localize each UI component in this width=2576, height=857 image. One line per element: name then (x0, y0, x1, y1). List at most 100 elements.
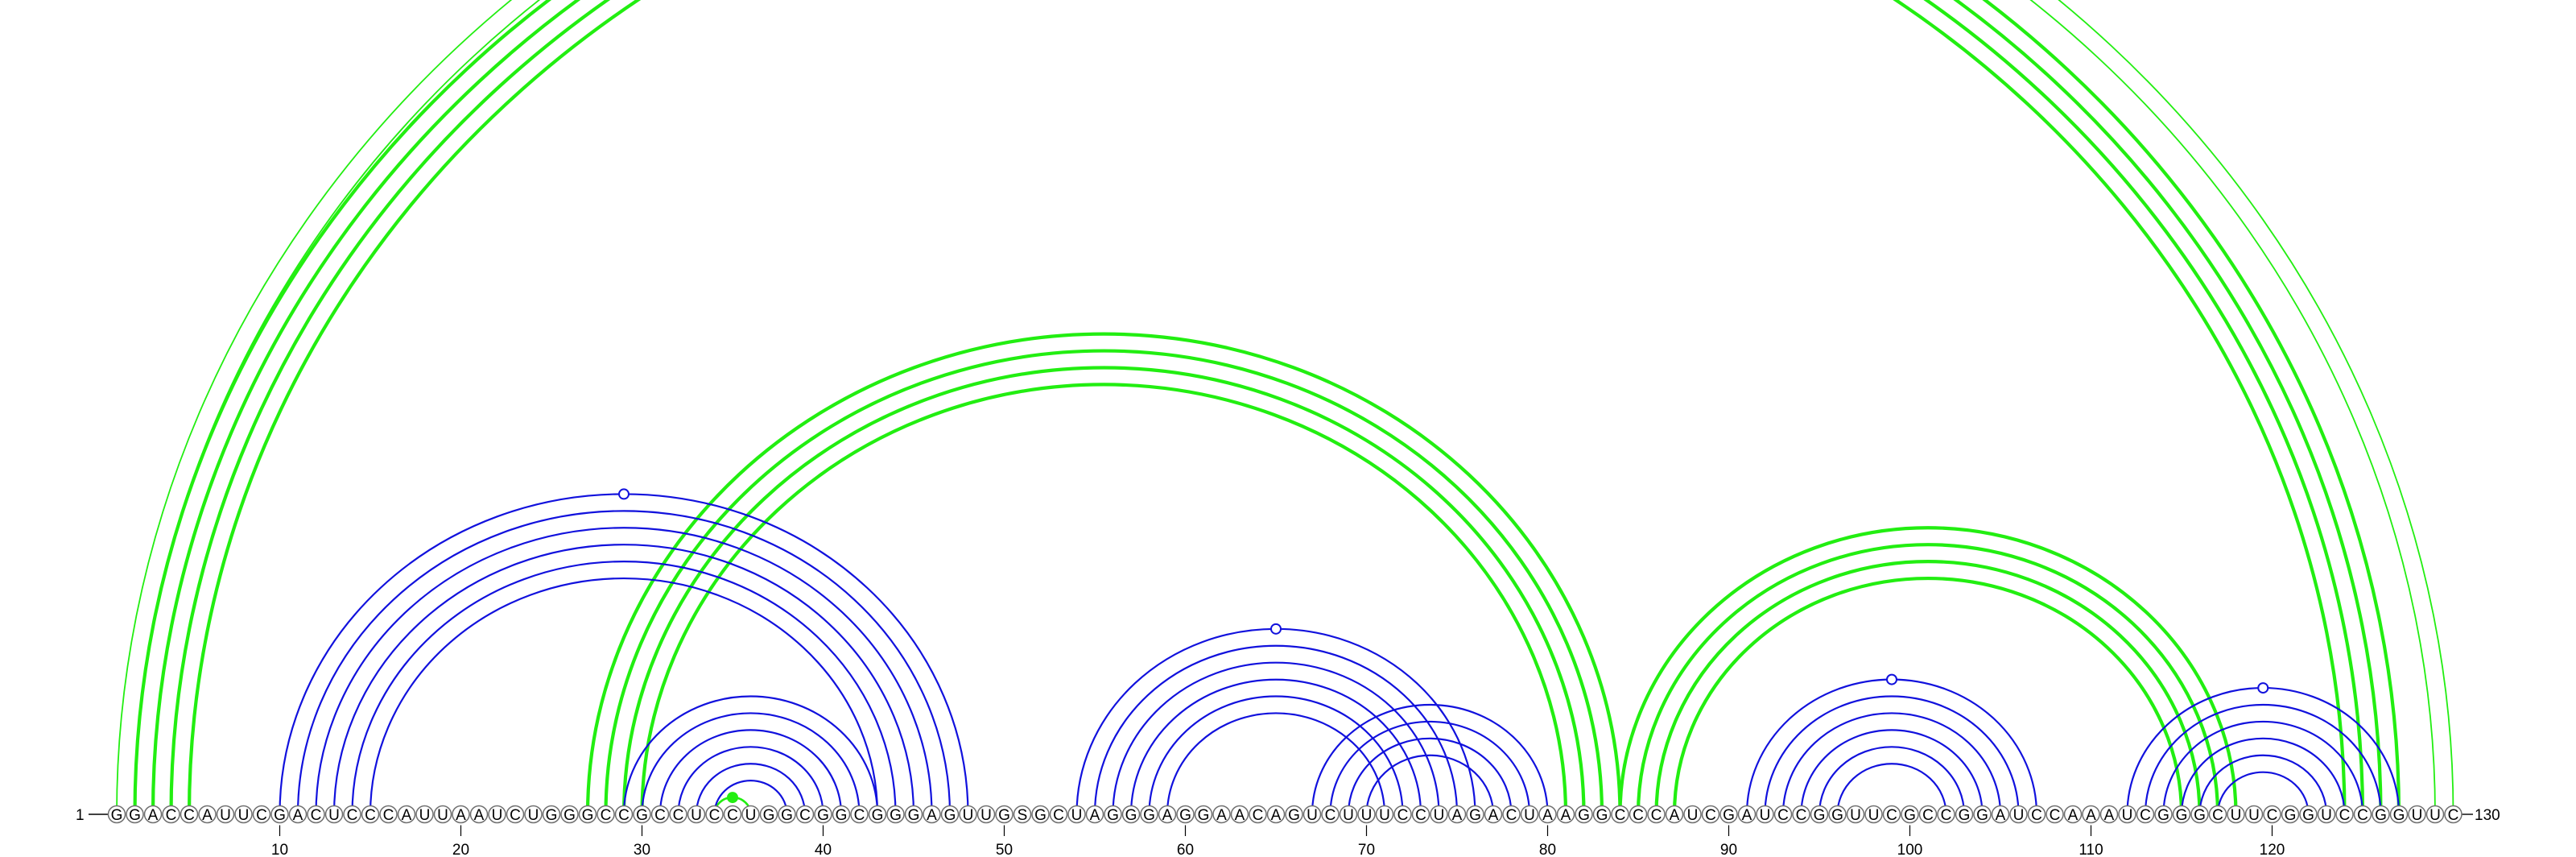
nucleotide-letter: C (256, 807, 267, 824)
nucleotide: G (633, 805, 651, 824)
nucleotide: G (2154, 805, 2173, 824)
axis-tick-label: 110 (2079, 842, 2103, 857)
nucleotide-circle (1212, 805, 1231, 824)
nucleotide: U (2009, 805, 2028, 824)
nucleotide-circle (723, 805, 742, 824)
nucleotide-circle (814, 805, 832, 824)
nucleotide-circle (2009, 805, 2028, 824)
nucleotide-circle (1882, 805, 1901, 824)
arc-marker-filled (727, 792, 738, 804)
nucleotide: U (687, 805, 706, 824)
nucleotide-circle (1556, 805, 1575, 824)
nucleotide: G (1828, 805, 1847, 824)
nucleotide-circle (669, 805, 687, 824)
base-pair-arc (604, 349, 1604, 815)
nucleotide-circle (1393, 805, 1412, 824)
nucleotide: C (1049, 805, 1068, 824)
nucleotide-circle (1773, 805, 1793, 824)
nucleotide: A (1158, 805, 1177, 824)
nucleotide: G (904, 805, 923, 824)
nucleotide: C (2027, 805, 2046, 824)
nucleotide: U (1683, 805, 1702, 824)
nucleotide-letter: C (1615, 807, 1626, 824)
arc-group-1 (116, 0, 2454, 815)
base-pair-arc (1365, 754, 1495, 815)
nucleotide-circle (2244, 805, 2264, 824)
nucleotide-letter: U (1307, 807, 1318, 824)
nucleotide-letter: C (601, 807, 612, 824)
nucleotide-circle (1031, 805, 1050, 824)
nucleotide-circle (2190, 805, 2209, 824)
nucleotide-circle (1737, 805, 1757, 824)
nucleotide-circle (2046, 805, 2064, 824)
nucleotide: G (1140, 805, 1158, 824)
base-pair-arc (1654, 560, 2202, 815)
nucleotide: G (832, 805, 851, 824)
nucleotide-circle (234, 805, 253, 824)
nucleotide-letter: U (1760, 807, 1771, 824)
nucleotide: A (1230, 805, 1249, 824)
nucleotide-letter: G (763, 807, 775, 824)
nucleotide: G (560, 805, 579, 824)
nucleotide-letter: A (1561, 807, 1571, 824)
nucleotide-circle (976, 805, 996, 824)
nucleotide-letter: U (1434, 807, 1445, 824)
arc-group-2 (133, 0, 2401, 815)
nucleotide-letter: U (745, 807, 757, 824)
nucleotide: G (1104, 805, 1122, 824)
nucleotide: G (1810, 805, 1829, 824)
nucleotide: U (1357, 805, 1376, 824)
nucleotide: G (886, 805, 905, 824)
nucleotide-letter: G (1125, 807, 1137, 824)
nucleotide-letter: C (1397, 807, 1409, 824)
arc-marker-open (1270, 623, 1282, 635)
nucleotide: G (2172, 805, 2191, 824)
nucleotide: G (1466, 805, 1484, 824)
nucleotide-letter: G (582, 807, 594, 824)
nucleotide-letter: G (1143, 807, 1155, 824)
nucleotide-circle (1611, 805, 1629, 824)
nucleotide-letter: A (456, 807, 466, 824)
nucleotide: G (940, 805, 960, 824)
nucleotide: U (1756, 805, 1774, 824)
axis-tick-label: 40 (815, 842, 832, 857)
nucleotide-circle (1230, 805, 1249, 824)
nucleotide: C (1792, 805, 1810, 824)
nucleotide-letter: A (474, 807, 485, 824)
nucleotide-letter: U (1361, 807, 1373, 824)
nucleotide: A (1447, 805, 1467, 824)
nucleotide-letter: U (2429, 807, 2441, 824)
base-pair-arc (1075, 627, 1476, 815)
nucleotide-letter: A (1996, 807, 2006, 824)
nucleotide: G (868, 805, 887, 824)
nucleotide-circle (2444, 805, 2462, 824)
nucleotide-circle (2099, 805, 2119, 824)
nucleotide-circle (1955, 805, 1974, 824)
nucleotide-circle (2227, 805, 2245, 824)
nucleotide: A (1737, 805, 1757, 824)
nucleotide: C (1918, 805, 1938, 824)
base-pair-arc (1166, 712, 1386, 815)
base-pair-arc (1836, 763, 1947, 815)
nucleotide: A (1538, 805, 1557, 824)
nucleotide-letter: G (2375, 807, 2387, 824)
base-pair-arc (1764, 695, 2020, 815)
nucleotide: G (1592, 805, 1612, 824)
nucleotide-circle (1104, 805, 1122, 824)
nucleotide: G (1176, 805, 1195, 824)
axis-tick-label: 20 (452, 842, 469, 857)
nucleotide: U (1302, 805, 1322, 824)
nucleotide-letter: C (2267, 807, 2278, 824)
nucleotide: C (1321, 805, 1340, 824)
base-pair-arc (116, 0, 2454, 815)
nucleotide-letter: C (2031, 807, 2042, 824)
nucleotide-letter: C (311, 807, 322, 824)
nucleotide-circle (1918, 805, 1938, 824)
nucleotide: C (2136, 805, 2155, 824)
nucleotide: C (361, 805, 380, 824)
nucleotide-letter: U (2013, 807, 2025, 824)
nucleotide-letter: C (618, 807, 630, 824)
nucleotide-circle (2389, 805, 2409, 824)
axis-tick-label: 90 (1720, 842, 1737, 857)
nucleotide-letter: U (2321, 807, 2332, 824)
